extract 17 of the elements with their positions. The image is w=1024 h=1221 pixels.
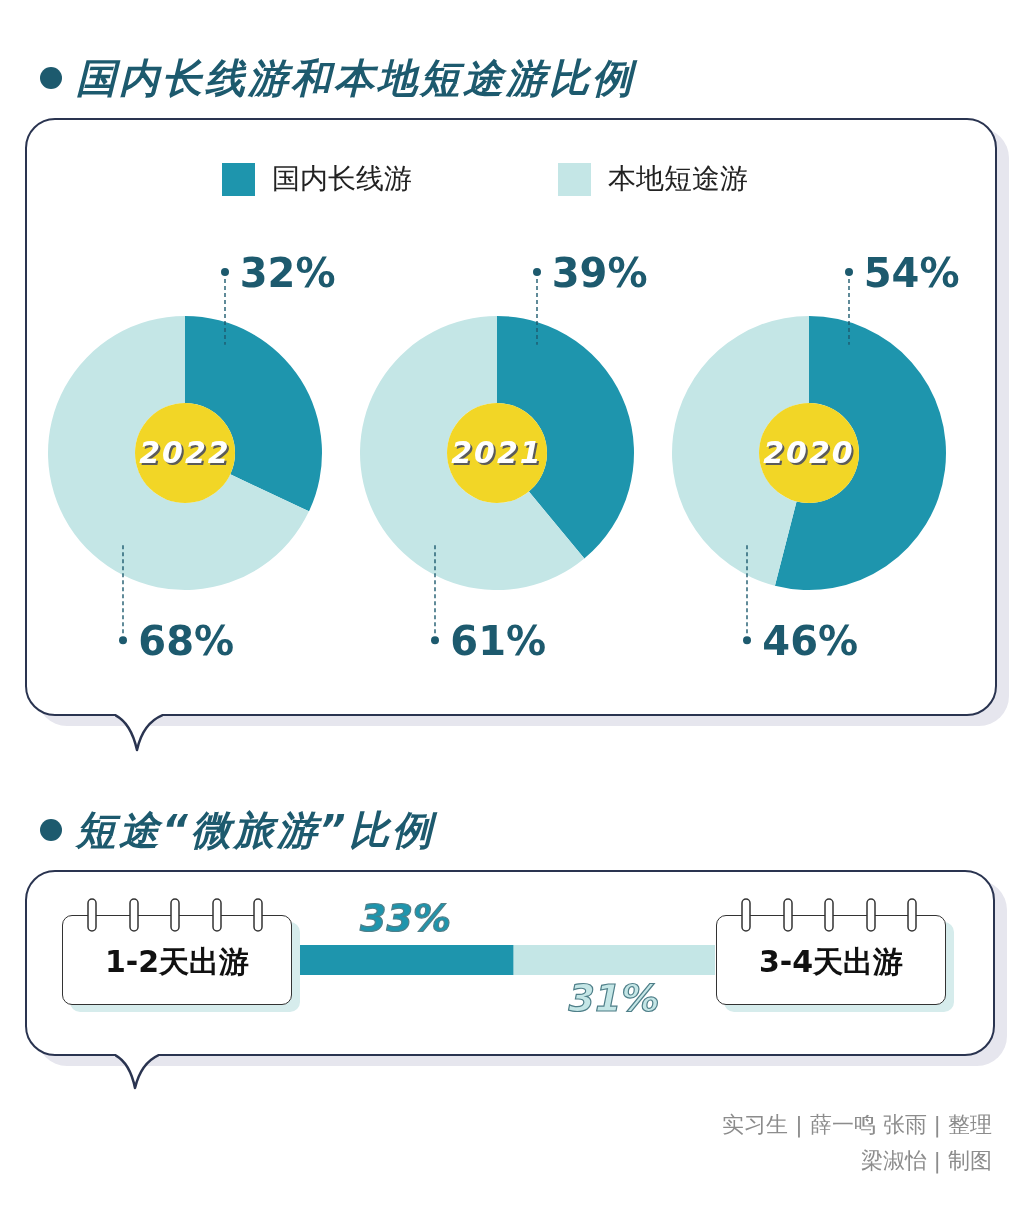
legend-label: 国内长线游 [272, 161, 412, 197]
data-label: 39% [551, 250, 648, 296]
series-label: 3-4天出游 [758, 944, 904, 980]
data-label: 61% [450, 618, 547, 664]
text: 梁淑怡 | 制图 [860, 1147, 992, 1176]
text: 实习生 | 薛一鸣 张雨 | 整理 [722, 1111, 992, 1140]
series-label: 1-2天出游 [104, 944, 250, 980]
data-label: 32% [239, 250, 336, 296]
data-label: 46% [762, 618, 859, 664]
legend-label: 本地短途游 [608, 161, 748, 197]
text: 2022 [139, 435, 231, 470]
text: 2021 [451, 435, 543, 470]
data-label: 33% [360, 895, 451, 940]
data-label: 31% [568, 975, 660, 1020]
text: 2020 [763, 435, 855, 470]
data-label: 54% [863, 250, 960, 296]
data-label: 68% [138, 618, 235, 664]
